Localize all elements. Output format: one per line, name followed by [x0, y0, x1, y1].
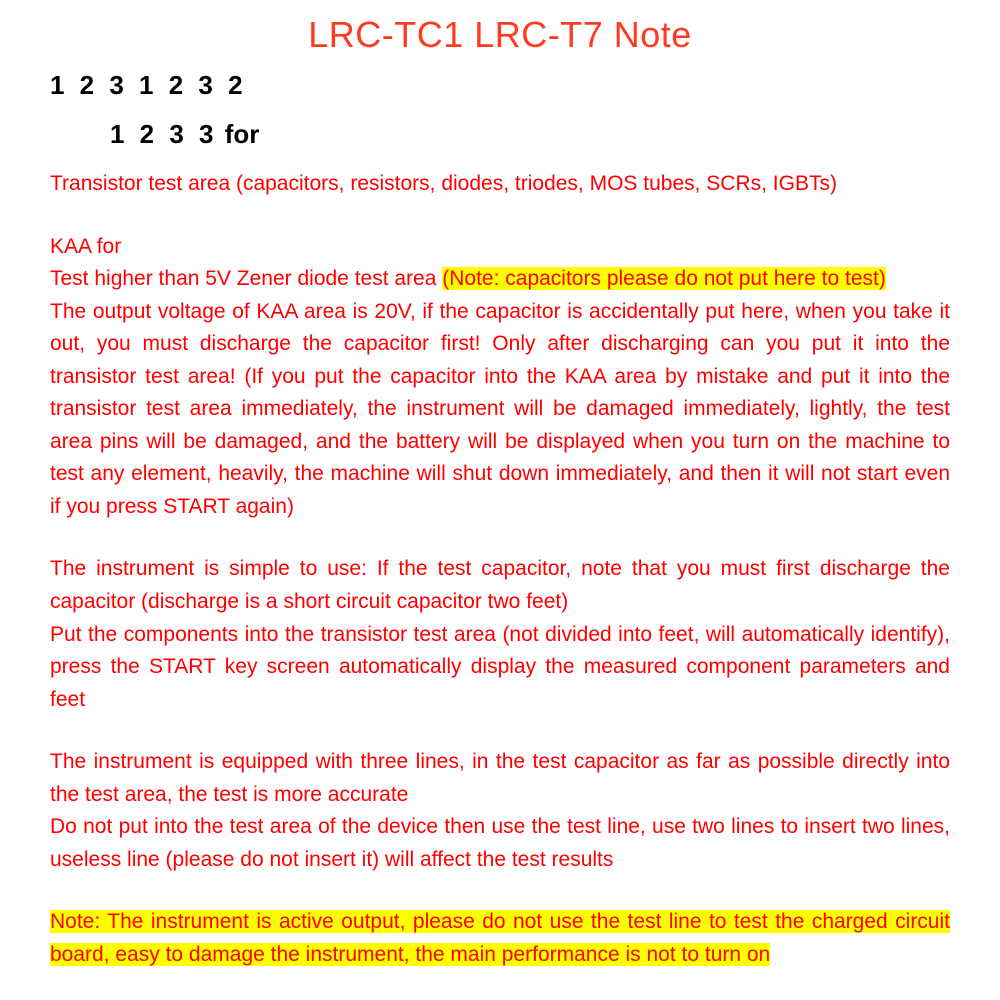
usage-paragraph-2: Put the components into the transistor t…: [50, 619, 950, 717]
spacer: [50, 724, 950, 746]
final-note-paragraph: Note: The instrument is active output, p…: [50, 906, 950, 971]
transistor-test-area-line: Transistor test area (capacitors, resist…: [50, 168, 950, 201]
spacer: [50, 531, 950, 553]
spacer: [50, 209, 950, 231]
lines-paragraph-1: The instrument is equipped with three li…: [50, 746, 950, 811]
kaa-zener-line: Test higher than 5V Zener diode test are…: [50, 263, 950, 296]
kaa-highlight-warning: (Note: capacitors please do not put here…: [442, 267, 886, 290]
number-row-2: 1 2 3 3 for: [110, 119, 950, 150]
spacer: [50, 884, 950, 906]
kaa-zener-text: Test higher than 5V Zener diode test are…: [50, 267, 442, 290]
page-title: LRC-TC1 LRC-T7 Note: [50, 14, 950, 56]
final-note-highlight: Note: The instrument is active output, p…: [50, 910, 950, 966]
number-row-2-suffix: for: [218, 119, 260, 149]
kaa-body-paragraph: The output voltage of KAA area is 20V, i…: [50, 296, 950, 524]
number-row-2-digits: 1 2 3 3: [110, 119, 218, 149]
number-row-1: 1 2 3 1 2 3 2: [50, 70, 950, 101]
lines-paragraph-2: Do not put into the test area of the dev…: [50, 811, 950, 876]
kaa-label: KAA for: [50, 231, 950, 264]
usage-paragraph-1: The instrument is simple to use: If the …: [50, 553, 950, 618]
document-page: LRC-TC1 LRC-T7 Note 1 2 3 1 2 3 2 1 2 3 …: [0, 0, 1000, 1000]
